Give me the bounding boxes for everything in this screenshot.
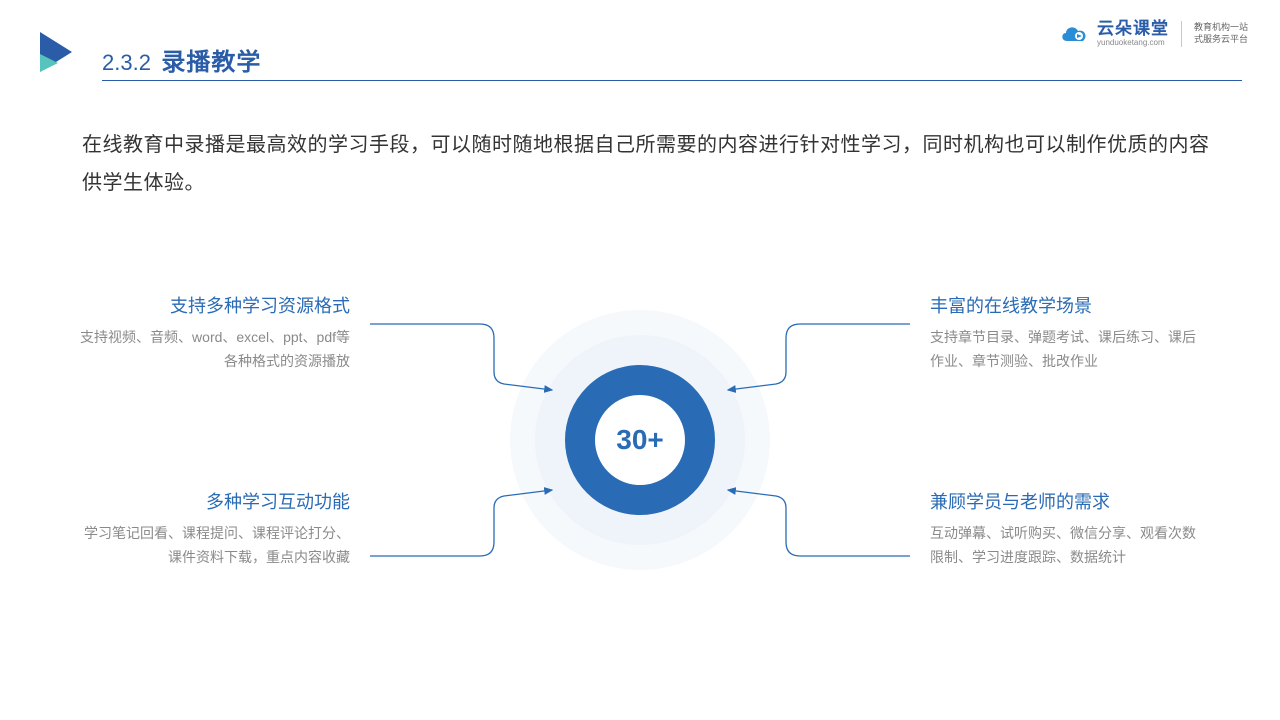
center-ring: 30+ <box>565 365 715 515</box>
feature-desc: 互动弹幕、试听购买、微信分享、观看次数限制、学习进度跟踪、数据统计 <box>930 522 1200 570</box>
cloud-icon <box>1059 23 1089 45</box>
feature-desc: 支持视频、音频、word、excel、ppt、pdf等各种格式的资源播放 <box>80 326 350 374</box>
center-label: 30+ <box>616 424 664 456</box>
feature-title: 多种学习互动功能 <box>80 488 350 514</box>
title-underline <box>102 80 1242 81</box>
feature-bottom-right: 兼顾学员与老师的需求 互动弹幕、试听购买、微信分享、观看次数限制、学习进度跟踪、… <box>930 488 1200 570</box>
intro-paragraph: 在线教育中录播是最高效的学习手段，可以随时随地根据自己所需要的内容进行针对性学习… <box>82 126 1210 202</box>
center-ring-group: 30+ <box>510 310 770 570</box>
play-triangle-icon <box>34 30 78 79</box>
feature-title: 丰富的在线教学场景 <box>930 292 1200 318</box>
feature-top-left: 支持多种学习资源格式 支持视频、音频、word、excel、ppt、pdf等各种… <box>80 292 350 374</box>
logo-brand-text: 云朵课堂 <box>1097 20 1169 39</box>
logo-tagline: 教育机构一站式服务云平台 <box>1194 22 1250 45</box>
section-number: 2.3.2 <box>102 50 151 75</box>
feature-title: 支持多种学习资源格式 <box>80 292 350 318</box>
feature-diagram: 30+ 支持多种学习资源格式 支持视频、音频、word、excel、ppt、pd… <box>0 260 1280 620</box>
logo-divider <box>1181 21 1182 47</box>
logo-domain-text: yunduoketang.com <box>1097 39 1169 48</box>
feature-top-right: 丰富的在线教学场景 支持章节目录、弹题考试、课后练习、课后作业、章节测验、批改作… <box>930 292 1200 374</box>
brand-logo: 云朵课堂 yunduoketang.com 教育机构一站式服务云平台 <box>1059 20 1250 47</box>
feature-desc: 学习笔记回看、课程提问、课程评论打分、课件资料下载，重点内容收藏 <box>80 522 350 570</box>
feature-desc: 支持章节目录、弹题考试、课后练习、课后作业、章节测验、批改作业 <box>930 326 1200 374</box>
section-title-block: 2.3.2 录播教学 <box>102 42 261 77</box>
feature-title: 兼顾学员与老师的需求 <box>930 488 1200 514</box>
section-title: 录播教学 <box>161 49 261 76</box>
feature-bottom-left: 多种学习互动功能 学习笔记回看、课程提问、课程评论打分、课件资料下载，重点内容收… <box>80 488 350 570</box>
